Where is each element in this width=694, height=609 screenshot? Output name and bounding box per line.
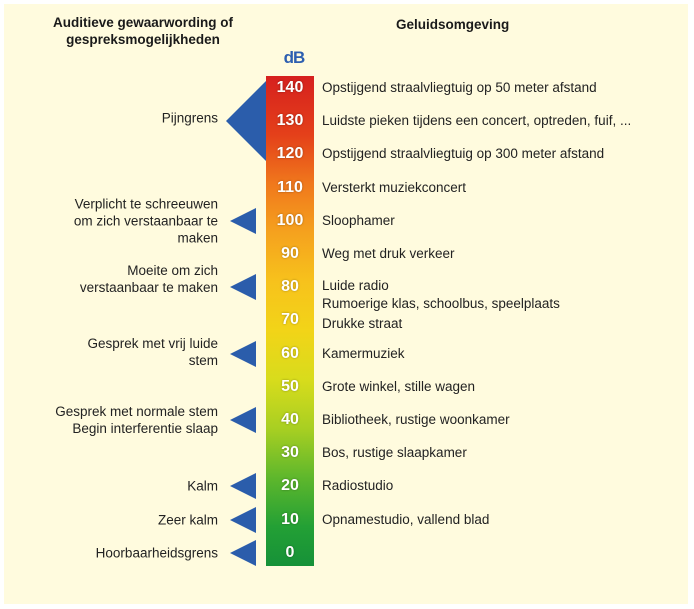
environment-item: Sloophamer (322, 212, 395, 228)
scale-tick-10: 10 (281, 510, 299, 528)
scale-tick-110: 110 (277, 178, 303, 196)
environment-item: Grote winkel, stille wagen (322, 378, 476, 394)
environment-item: Luide radio Rumoerige klas, schoolbus, s… (322, 278, 560, 312)
environment-item: Luidste pieken tijdens een concert, optr… (322, 113, 632, 129)
scale-tick-100: 100 (276, 211, 304, 229)
perception-label: Moeite om zich verstaanbaar te maken (79, 263, 218, 296)
scale-tick-140: 140 (276, 79, 304, 96)
environment-item: Drukke straat (322, 316, 403, 332)
environment-item: Bibliotheek, rustige woonkamer (322, 412, 510, 427)
environment-item: Kamermuziek (322, 345, 405, 361)
scale-tick-60: 60 (281, 344, 299, 362)
environment-item: Versterkt muziekconcert (322, 179, 467, 195)
scale-tick-20: 20 (281, 477, 299, 495)
pointer-arrow-icon (230, 340, 256, 367)
perception-label: Pijngrens (161, 110, 218, 126)
pointer-arrow-icon (226, 81, 266, 162)
scale-tick-40: 40 (281, 411, 299, 428)
environment-item: Opstijgend straalvliegtuig op 300 meter … (322, 146, 605, 162)
diagram-panel: Auditieve gewaarwording of gespreksmogel… (4, 4, 688, 604)
header-environment: Geluidsomgeving (396, 17, 510, 32)
environment-item: Weg met druk verkeer (322, 246, 455, 261)
scale-tick-80: 80 (281, 278, 299, 296)
pointer-arrow-icon (230, 506, 256, 533)
scale-tick-50: 50 (281, 377, 299, 395)
db-unit-label: dB (283, 48, 306, 67)
scale-tick-0: 0 (285, 543, 295, 561)
pointer-arrow-icon (230, 207, 256, 234)
perception-label: Zeer kalm (157, 512, 218, 528)
scale-tick-70: 70 (281, 311, 299, 329)
scale-tick-30: 30 (281, 444, 299, 462)
perception-label: Hoorbaarheidsgrens (95, 545, 218, 561)
environment-item: Opnamestudio, vallend blad (322, 511, 490, 527)
pointer-arrow-icon (230, 407, 256, 433)
perception-label: Verplicht te schreeuwen om zich verstaan… (73, 196, 218, 246)
environment-item: Bos, rustige slaapkamer (322, 445, 467, 461)
perception-label: Kalm (187, 478, 218, 494)
perception-label: Gesprek met normale stem Begin interfere… (55, 404, 218, 436)
header-perception: Auditieve gewaarwording of gespreksmogel… (52, 15, 234, 47)
scale-tick-130: 130 (276, 112, 304, 130)
environment-item: Radiostudio (322, 478, 394, 494)
scale-tick-90: 90 (281, 245, 299, 262)
environment-item: Opstijgend straalvliegtuig op 50 meter a… (322, 80, 597, 95)
pointer-arrow-icon (230, 473, 256, 500)
decibel-scale-bar (266, 76, 314, 566)
pointer-arrow-icon (230, 539, 256, 566)
perception-label: Gesprek met vrij luide stem (87, 335, 218, 368)
pointer-arrow-icon (230, 274, 256, 301)
scale-tick-120: 120 (276, 145, 304, 163)
